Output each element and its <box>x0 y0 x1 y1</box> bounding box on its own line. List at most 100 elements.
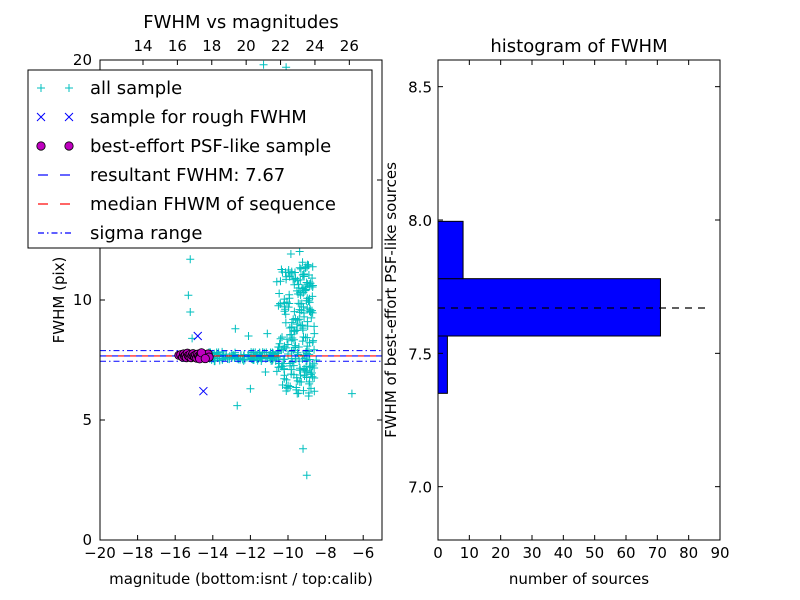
all-sample-point <box>298 337 307 346</box>
scatter-data <box>100 60 382 480</box>
all-sample-point <box>276 299 285 308</box>
all-sample-point <box>280 355 289 364</box>
top-x-tick-label: 26 <box>340 37 359 55</box>
all-sample-point <box>262 348 271 357</box>
all-sample-point <box>303 317 312 326</box>
histogram-bar <box>437 220 464 280</box>
legend-label: resultant FWHM: 7.67 <box>90 165 285 186</box>
all-sample-point <box>299 444 308 453</box>
all-sample-point <box>295 247 304 256</box>
legend-entry: best-effort PSF-like sample <box>36 136 331 157</box>
all-sample-point <box>299 308 308 317</box>
all-sample-point <box>278 333 287 342</box>
all-sample-point <box>299 332 308 341</box>
all-sample-point <box>287 318 296 327</box>
all-sample-point <box>293 389 302 398</box>
all-sample-point <box>298 258 307 267</box>
all-sample-point <box>294 343 303 352</box>
all-sample-point <box>284 265 293 274</box>
all-sample-point <box>282 272 291 281</box>
histogram-title: histogram of FWHM <box>490 36 667 57</box>
histogram-bar <box>437 278 661 337</box>
x-tick-label: 80 <box>679 544 698 562</box>
all-sample-point <box>255 348 264 357</box>
all-sample-point <box>296 288 305 297</box>
all-sample-point <box>263 329 272 338</box>
all-sample-point <box>286 249 295 258</box>
all-sample-point <box>290 327 299 336</box>
x-tick-label: −20 <box>84 544 116 562</box>
x-tick-label: −8 <box>315 544 337 562</box>
all-sample-point <box>278 381 287 390</box>
legend-frame <box>27 69 373 249</box>
all-sample-point <box>307 313 316 322</box>
all-sample-point <box>309 336 318 345</box>
y-tick-label: 20 <box>73 51 92 69</box>
scatter-ticks: −20 −18 −16 −14 −12 −10 −8 −6 0 5 10 20 14 16 18 20 22 24… <box>73 37 382 562</box>
all-sample-point <box>246 384 255 393</box>
x-tick-label: 40 <box>554 544 573 562</box>
all-sample-point <box>296 275 305 284</box>
y-tick-label: 7.0 <box>408 479 432 497</box>
scatter-title: FWHM vs magnitudes <box>143 12 338 33</box>
all-sample-point <box>250 353 259 362</box>
all-sample-point <box>285 290 294 299</box>
x-tick-label: −14 <box>197 544 229 562</box>
top-x-tick-label: 14 <box>133 37 152 55</box>
all-sample-point <box>302 373 311 382</box>
all-sample-point <box>284 381 293 390</box>
all-sample-point <box>276 334 285 343</box>
all-sample-point <box>286 382 295 391</box>
x-tick-label: 20 <box>491 544 510 562</box>
rough-sample-point <box>193 331 203 341</box>
all-sample-point <box>294 350 303 359</box>
all-sample-point <box>301 283 310 292</box>
all-sample-point <box>291 341 300 350</box>
all-sample-point <box>308 262 317 271</box>
scatter-legend: all sample sample for rough FWHM best-effo… <box>27 69 373 249</box>
all-sample-point <box>305 298 314 307</box>
all-sample-point <box>303 342 312 351</box>
all-sample-point <box>233 401 242 410</box>
all-sample-point <box>282 383 291 392</box>
legend-entry: sample for rough FWHM <box>36 107 307 128</box>
all-sample-point <box>186 255 195 264</box>
all-sample-point <box>312 356 321 364</box>
x-tick-label: 10 <box>460 544 479 562</box>
y-tick-label: 8.0 <box>408 212 432 230</box>
all-sample-point <box>305 280 314 289</box>
all-sample-point <box>278 362 287 371</box>
all-sample-point <box>219 350 228 359</box>
x-tick-label: 0 <box>433 544 443 562</box>
legend-label: all sample <box>90 78 182 99</box>
legend-label: sample for rough FWHM <box>90 107 307 128</box>
all-sample-point <box>306 384 315 393</box>
all-sample-point <box>301 362 310 371</box>
legend-marker <box>36 112 46 122</box>
all-sample-point <box>261 368 270 376</box>
all-sample-point <box>306 305 315 314</box>
all-sample-point <box>272 353 281 362</box>
all-sample-point <box>186 308 195 316</box>
all-sample-point <box>302 356 311 365</box>
all-sample-point <box>347 389 356 398</box>
legend-marker <box>65 84 73 92</box>
x-tick-label: −18 <box>122 544 154 562</box>
all-sample-point <box>280 374 289 383</box>
all-sample-point <box>287 365 296 374</box>
legend-marker <box>36 141 46 151</box>
psf-sample-point <box>200 353 210 364</box>
legend-entries: all sample sample for rough FWHM best-effo… <box>36 78 336 244</box>
y-tick-label: 5 <box>82 411 92 429</box>
all-sample-point <box>275 289 284 298</box>
all-sample-point <box>272 367 281 376</box>
scatter-xlabel: magnitude (bottom:isnt / top:calib) <box>109 570 373 588</box>
all-sample-point <box>296 264 305 273</box>
all-sample-point <box>281 310 290 319</box>
all-sample-point <box>277 346 286 355</box>
histogram-ylabel: FWHM of best-effort PSF-like sources <box>382 162 400 438</box>
all-sample-point <box>304 389 313 398</box>
all-sample-point <box>293 376 302 385</box>
legend-label: sigma range <box>90 223 202 244</box>
all-sample-point <box>275 339 284 348</box>
